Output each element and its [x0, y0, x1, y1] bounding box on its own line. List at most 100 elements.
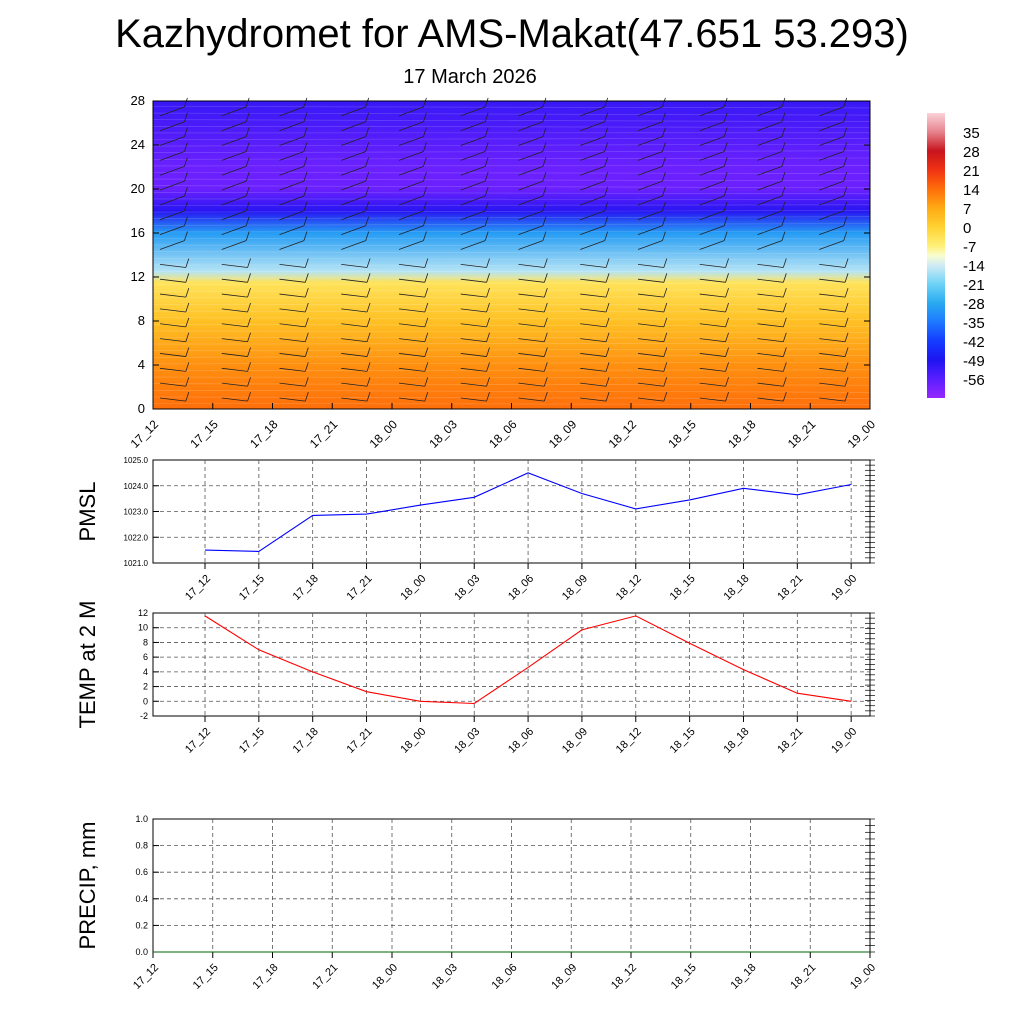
- wind-barb-flag: [365, 231, 370, 241]
- wind-barb-shaft: [159, 136, 185, 146]
- wind-barb: [460, 186, 489, 206]
- wind-barb-shaft: [580, 293, 607, 298]
- profile-ytick-label: 12: [131, 269, 145, 284]
- wind-barb: [637, 97, 666, 117]
- wind-barb-shaft: [460, 338, 487, 343]
- wind-barb-flag: [185, 377, 190, 387]
- wind-barb: [819, 216, 848, 236]
- wind-barb-shaft: [279, 323, 306, 328]
- wind-barb-shaft: [398, 151, 424, 161]
- wind-barb-flag: [605, 288, 610, 298]
- wind-barb-flag: [844, 317, 849, 327]
- wind-barb-flag: [781, 186, 786, 197]
- wind-barb: [580, 332, 610, 343]
- wind-barb-shaft: [637, 308, 664, 313]
- wind-barb: [460, 112, 489, 132]
- wind-barb: [341, 231, 370, 250]
- wind-barb-shaft: [341, 151, 366, 161]
- colorbar-label: 14: [963, 182, 980, 199]
- wind-barb-flag: [484, 142, 489, 152]
- wind-barb: [699, 216, 728, 236]
- wind-barb-flag: [366, 391, 371, 402]
- wind-barb-shaft: [819, 180, 844, 191]
- wind-barb: [699, 97, 728, 117]
- wind-barb-shaft: [819, 263, 846, 268]
- wind-barb-shaft: [580, 180, 605, 191]
- wind-barb-shaft: [460, 397, 487, 402]
- wind-barb-shaft: [819, 106, 844, 117]
- wind-barb-flag: [723, 142, 728, 152]
- wind-barb: [341, 142, 370, 161]
- wind-barb-flag: [782, 273, 787, 283]
- wind-barb-flag: [303, 231, 308, 241]
- wind-barb-shaft: [159, 353, 186, 357]
- wind-barb-flag: [247, 288, 251, 298]
- contour-line: [152, 178, 871, 182]
- colorbar-label: -35: [963, 315, 985, 332]
- wind-barb-flag: [366, 258, 371, 268]
- wind-barb-flag: [304, 288, 309, 298]
- wind-barb-shaft: [819, 210, 844, 221]
- wind-barb-flag: [184, 142, 188, 152]
- wind-barb: [637, 201, 666, 221]
- wind-barb-shaft: [757, 106, 783, 117]
- temp-ytick-label: 2: [143, 682, 148, 692]
- wind-barb-flag: [304, 317, 309, 327]
- wind-barb-flag: [723, 201, 728, 212]
- wind-barb-shaft: [637, 240, 663, 250]
- wind-barb: [518, 142, 547, 161]
- wind-barb-flag: [662, 97, 666, 108]
- precip-xtick-label: 17_15: [191, 962, 221, 992]
- wind-barb-flag: [543, 362, 548, 372]
- wind-barb: [221, 172, 250, 191]
- profile-xtick-label: 18_15: [665, 417, 699, 451]
- wind-barb: [757, 302, 787, 313]
- wind-barb-shaft: [159, 210, 185, 221]
- wind-barb-flag: [304, 302, 309, 313]
- wind-barb-flag: [662, 172, 666, 182]
- wind-barb: [580, 317, 610, 328]
- wind-barb-flag: [486, 288, 490, 298]
- wind-barb-flag: [423, 142, 427, 152]
- wind-barb-shaft: [460, 240, 486, 250]
- wind-barb-flag: [365, 186, 370, 197]
- wind-barb-flag: [423, 201, 427, 212]
- wind-barb: [341, 201, 370, 221]
- wind-barb-flag: [247, 302, 251, 313]
- pmsl-xtick-label: 18_03: [452, 573, 482, 603]
- wind-barb-shaft: [159, 338, 186, 343]
- wind-barb-flag: [725, 288, 729, 298]
- wind-barb-shaft: [819, 278, 846, 283]
- wind-barb: [518, 201, 547, 221]
- wind-barb-flag: [185, 347, 190, 357]
- wind-barb: [159, 317, 190, 328]
- pmsl-ytick-label: 1024.0: [124, 482, 149, 491]
- wind-barb-shaft: [159, 278, 186, 283]
- wind-barb-flag: [247, 391, 251, 402]
- wind-barb-flag: [843, 112, 848, 122]
- wind-barb-shaft: [341, 278, 368, 283]
- wind-barb-shaft: [699, 353, 726, 357]
- wind-barb: [699, 332, 729, 343]
- wind-barb-flag: [423, 186, 427, 197]
- wind-barb-flag: [184, 186, 188, 197]
- wind-barb: [279, 127, 308, 146]
- wind-barb: [819, 97, 848, 117]
- wind-barb: [159, 142, 188, 161]
- wind-barb-flag: [245, 127, 250, 137]
- wind-barb: [518, 362, 548, 372]
- wind-barb-flag: [484, 172, 489, 182]
- wind-barb-flag: [185, 258, 190, 268]
- wind-barb: [460, 347, 490, 357]
- wind-barb: [279, 347, 309, 357]
- wind-barb: [699, 273, 729, 283]
- wind-barb: [159, 258, 190, 268]
- wind-barb-flag: [782, 317, 787, 327]
- wind-barb: [757, 391, 787, 402]
- wind-barb: [341, 332, 371, 343]
- precip-xtick-label: 17_21: [310, 962, 340, 992]
- wind-barb-flag: [725, 317, 729, 327]
- wind-barb-flag: [247, 377, 251, 387]
- wind-barb: [279, 332, 309, 343]
- wind-barb-shaft: [398, 323, 425, 328]
